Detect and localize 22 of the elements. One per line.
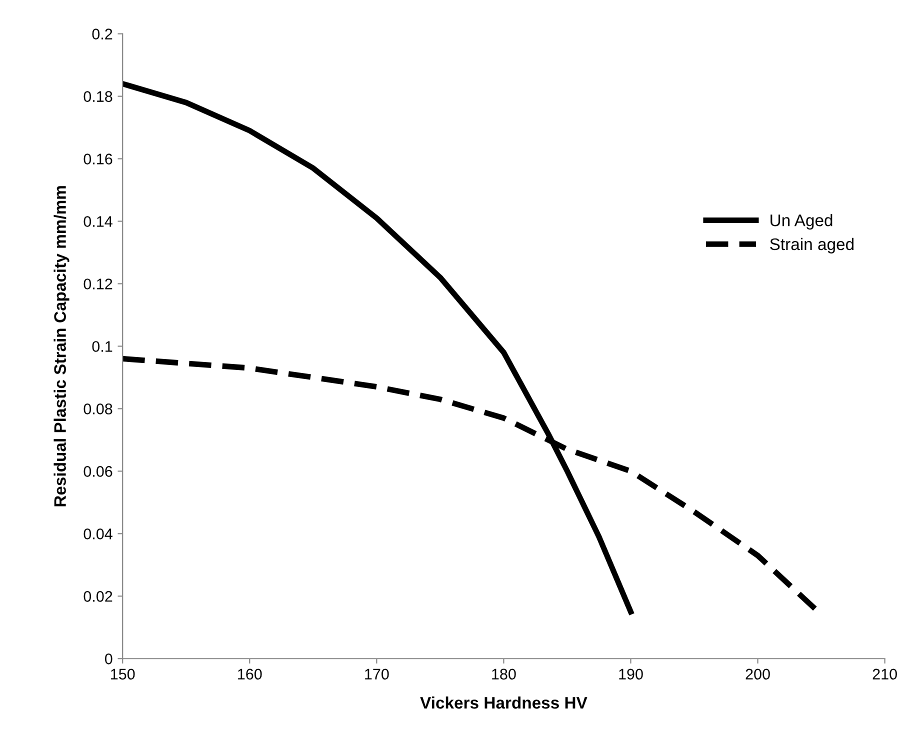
y-tick-label: 0.06: [84, 466, 112, 477]
y-axis-title: Residual Plastic Strain Capacity mm/mm: [54, 186, 70, 506]
x-tick-label: 150: [111, 668, 135, 680]
y-tick-label: 0.16: [84, 154, 112, 164]
y-tick-label: 0: [104, 653, 112, 664]
legend-label: Un Aged: [770, 214, 832, 230]
x-tick-label: 170: [365, 668, 389, 680]
x-tick-label: 180: [492, 668, 516, 680]
x-tick-label: 200: [746, 668, 770, 680]
y-tick-label: 0.12: [84, 278, 112, 290]
legend-label: Strain aged: [770, 238, 854, 254]
y-tick-label: 0.18: [84, 91, 112, 102]
x-tick-label: 160: [238, 668, 262, 680]
x-tick-label: 210: [872, 668, 897, 680]
y-tick-label: 0.04: [84, 528, 112, 540]
x-tick-label: 190: [619, 668, 643, 680]
x-axis-title: Vickers Hardness HV: [420, 696, 588, 709]
y-tick-label: 0.14: [84, 216, 112, 227]
y-tick-label: 0.02: [84, 591, 112, 602]
y-tick-label: 0.08: [84, 404, 112, 414]
y-tick-label: 0.1: [92, 341, 112, 352]
y-tick-label: 0.2: [92, 28, 112, 40]
